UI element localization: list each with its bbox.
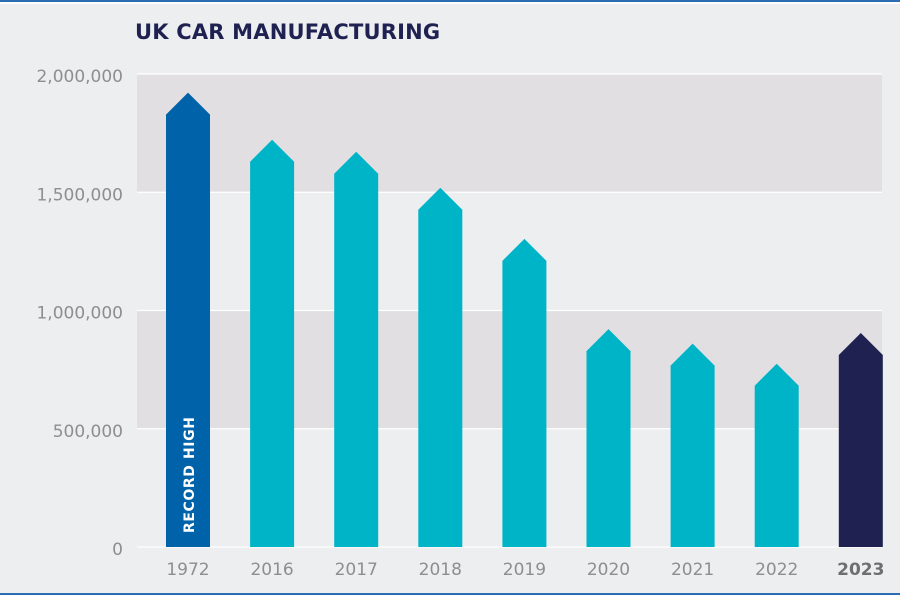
x-tick-label: 2016: [250, 560, 293, 580]
x-tick-label: 2022: [755, 560, 798, 580]
bar-1972: [166, 92, 210, 547]
x-tick-label: 2023: [837, 560, 884, 580]
y-tick-label: 500,000: [53, 422, 123, 442]
bar-2022: [754, 363, 799, 547]
x-tick-label: 2019: [503, 560, 546, 580]
y-tick-label: 0: [112, 540, 123, 560]
x-tick-label: 2018: [419, 560, 462, 580]
bar-2023: [838, 332, 883, 547]
bottom-rule: [0, 593, 900, 595]
y-tick-label: 1,000,000: [36, 304, 123, 324]
grid-band: [137, 74, 882, 193]
bar-2021: [670, 343, 715, 547]
x-tick-label: 2020: [587, 560, 630, 580]
top-rule: [0, 0, 900, 2]
bar-2016: [250, 139, 295, 547]
chart-title: UK CAR MANUFACTURING: [135, 20, 441, 44]
y-tick-label: 1,500,000: [36, 185, 123, 205]
x-tick-label: 1972: [166, 560, 209, 580]
bar-annotation-record-high: RECORD HIGH: [182, 416, 198, 533]
x-tick-label: 2017: [335, 560, 378, 580]
x-tick-label: 2021: [671, 560, 714, 580]
bar-2018: [418, 187, 463, 547]
bar-2017: [334, 151, 379, 547]
y-tick-label: 2,000,000: [36, 67, 123, 87]
bar-2019: [502, 238, 547, 547]
bar-2020: [586, 329, 631, 547]
